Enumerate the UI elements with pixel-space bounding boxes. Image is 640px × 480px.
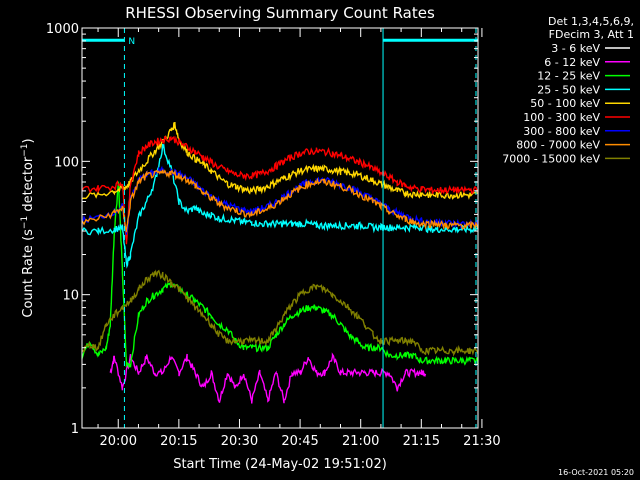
y-tick-label: 1 (71, 422, 79, 437)
series-line-2 (81, 181, 479, 369)
y-tick-label: 100 (54, 155, 79, 170)
x-tick-label: 21:15 (403, 434, 440, 449)
x-tick-label: 20:45 (281, 434, 318, 449)
legend: Det 1,3,4,5,6,9,FDecim 3, Att 13 - 6 keV… (502, 15, 634, 165)
x-tick-label: 20:30 (221, 434, 258, 449)
x-tick-label: 20:00 (100, 434, 137, 449)
x-axis-label: Start Time (24-May-02 19:51:02) (173, 457, 387, 472)
legend-label: 800 - 7000 keV (516, 139, 600, 152)
footer-date: 16-Oct-2021 05:20 (558, 468, 634, 477)
legend-label: 300 - 800 keV (523, 125, 600, 138)
legend-header-line: Det 1,3,4,5,6,9, (548, 15, 634, 28)
x-tick-label: 21:00 (342, 434, 379, 449)
series-line-4 (81, 121, 479, 200)
y-axis-label-prefix: Count Rate (s (21, 229, 36, 318)
legend-label: 25 - 50 keV (537, 83, 600, 96)
legend-label: 12 - 25 keV (537, 70, 600, 83)
series-line-1 (109, 352, 427, 404)
legend-label: 50 - 100 keV (530, 97, 600, 110)
series-line-8 (81, 269, 479, 357)
axes: 1 10 100 1000 20:00 20:15 20:30 20:45 21:00 21:15… (46, 22, 501, 449)
legend-label: 7000 - 15000 keV (502, 152, 600, 165)
series-line-5 (81, 135, 479, 245)
x-tick-label: 20:15 (160, 434, 197, 449)
flag-label: N (128, 37, 135, 47)
plot-area: N (81, 28, 479, 428)
series-line-7 (81, 169, 479, 233)
y-tick-label: 10 (62, 289, 79, 304)
legend-label: 100 - 300 keV (523, 111, 600, 124)
y-axis-label-suffix: ) (21, 138, 36, 143)
y-axis-label-middle: detector (21, 156, 36, 216)
y-axis-label-superscript-2: −1 (20, 143, 30, 156)
series-line-3 (81, 143, 479, 269)
chart-title: RHESSI Observing Summary Count Rates (125, 4, 435, 22)
y-axis-label: Count Rate (s−1 detector−1) (20, 138, 36, 317)
legend-label: 3 - 6 keV (551, 42, 600, 55)
x-tick-label: 21:30 (463, 434, 500, 449)
legend-label: 6 - 12 keV (544, 56, 600, 69)
y-tick-label: 1000 (46, 22, 79, 37)
y-axis-label-superscript-1: −1 (20, 216, 30, 229)
legend-header-line: FDecim 3, Att 1 (549, 28, 634, 41)
